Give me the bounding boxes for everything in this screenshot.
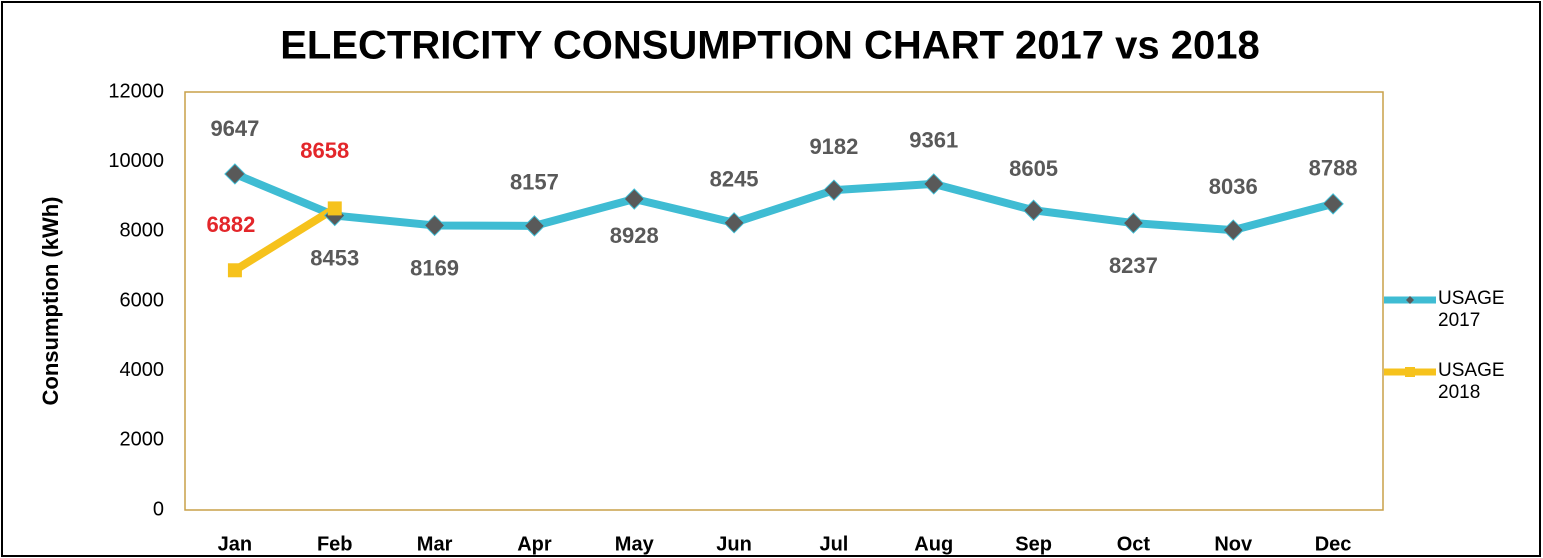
data-label: 8036 [1209, 174, 1258, 199]
data-label: 8605 [1009, 156, 1058, 181]
x-tick-label: Feb [317, 533, 353, 555]
data-label: 8658 [300, 138, 349, 163]
data-label: 8237 [1109, 253, 1158, 278]
series-line [232, 205, 337, 274]
data-label: 9647 [210, 116, 259, 141]
x-tick-label: Nov [1214, 533, 1253, 555]
x-tick-label: Oct [1117, 533, 1151, 555]
y-tick-label: 12000 [108, 80, 164, 102]
data-point [224, 163, 246, 185]
data-label: 8245 [710, 167, 759, 192]
x-tick-label: May [615, 533, 655, 555]
data-point [523, 215, 546, 237]
x-tick-label: Apr [517, 533, 552, 555]
data-label: 8169 [410, 255, 459, 280]
data-point [423, 214, 446, 237]
series-line [233, 170, 1335, 235]
data-point [923, 173, 945, 195]
data-point [327, 201, 342, 216]
legend-label: USAGE 2017 [1438, 288, 1505, 331]
data-label: 6882 [206, 212, 255, 237]
x-tick-label: Sep [1015, 533, 1052, 555]
data-label: 8928 [610, 223, 659, 248]
data-label: 9182 [809, 134, 858, 159]
y-tick-label: 8000 [120, 220, 165, 242]
y-tick-label: 2000 [120, 429, 165, 451]
y-tick-label: 4000 [120, 359, 165, 381]
legend-marker [1406, 296, 1414, 304]
plot-border [184, 91, 1384, 511]
y-axis-label: Consumption (kWh) [38, 197, 63, 406]
y-tick-label: 10000 [108, 150, 164, 172]
data-label: 8788 [1309, 156, 1358, 181]
data-point [1322, 193, 1344, 215]
y-tick-label: 6000 [120, 289, 165, 311]
y-tick-label: 0 [153, 498, 164, 520]
x-tick-label: Mar [417, 533, 453, 555]
x-tick-label: Jan [218, 533, 252, 555]
data-point [623, 188, 645, 210]
data-point [723, 212, 745, 234]
x-tick-label: Aug [914, 533, 953, 555]
legend-marker [1405, 367, 1415, 377]
data-label: 8157 [510, 170, 559, 195]
data-point [1122, 212, 1145, 234]
data-label: 9361 [909, 128, 958, 153]
data-point [1022, 199, 1045, 221]
data-label: 8453 [310, 245, 359, 270]
legend-label: USAGE 2018 [1438, 360, 1505, 403]
data-point [227, 263, 242, 278]
x-tick-label: Jul [819, 533, 848, 555]
x-tick-label: Dec [1315, 533, 1352, 555]
data-point [1222, 219, 1244, 241]
chart-title: ELECTRICITY CONSUMPTION CHART 2017 vs 20… [280, 24, 1260, 68]
data-point [823, 179, 845, 201]
x-tick-label: Jun [716, 533, 752, 555]
